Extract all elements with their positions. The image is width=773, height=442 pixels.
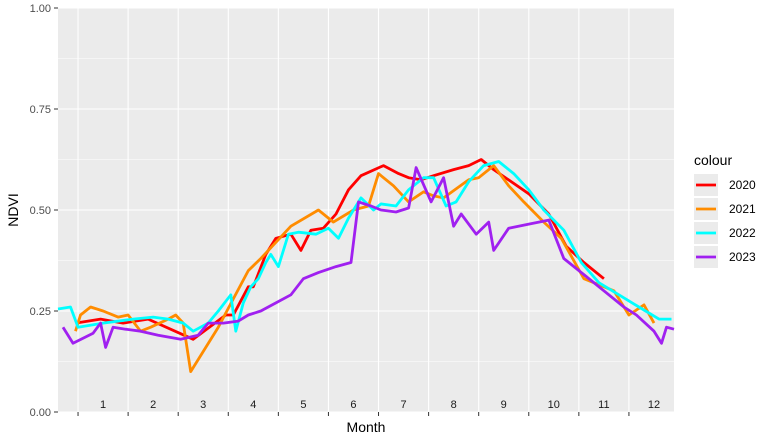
y-axis-title: NDVI: [5, 193, 21, 226]
y-tick-label: 0.50: [30, 205, 51, 217]
legend-label-2023: 2023: [729, 250, 756, 264]
x-tick-label: 3: [200, 399, 206, 411]
series-lines: [57, 158, 675, 374]
y-tick-label: 0.75: [30, 104, 51, 116]
y-axis: 0.00 0.25 0.50 0.75 1.00: [30, 3, 58, 419]
x-tick-label: 6: [350, 399, 356, 411]
y-tick-label: 0.00: [30, 407, 51, 419]
x-tick-label: 12: [648, 399, 660, 411]
x-axis: 1 2 3 4 5 6 7 8 9 10 11 12: [77, 399, 660, 416]
x-axis-title: Month: [347, 419, 386, 435]
series-line-2022: [57, 160, 672, 333]
x-tick-label: 4: [250, 399, 256, 411]
x-tick-label: 10: [548, 399, 560, 411]
series-line-2021: [74, 164, 656, 374]
legend: colour 2020 2021 2022 2023: [694, 152, 756, 268]
legend-label-2021: 2021: [729, 202, 756, 216]
x-tick-label: 5: [300, 399, 306, 411]
y-tick-label: 0.25: [30, 306, 51, 318]
series-line-2023: [61, 166, 675, 349]
x-tick-label: 7: [400, 399, 406, 411]
legend-label-2020: 2020: [729, 178, 756, 192]
x-tick-label: 8: [451, 399, 457, 411]
legend-title: colour: [694, 152, 732, 168]
x-tick-label: 9: [501, 399, 507, 411]
x-tick-label: 2: [150, 399, 156, 411]
legend-label-2022: 2022: [729, 226, 756, 240]
y-tick-label: 1.00: [30, 3, 51, 15]
grid-lines: [58, 7, 674, 413]
x-tick-label: 1: [100, 399, 106, 411]
x-tick-label: 11: [598, 399, 609, 411]
